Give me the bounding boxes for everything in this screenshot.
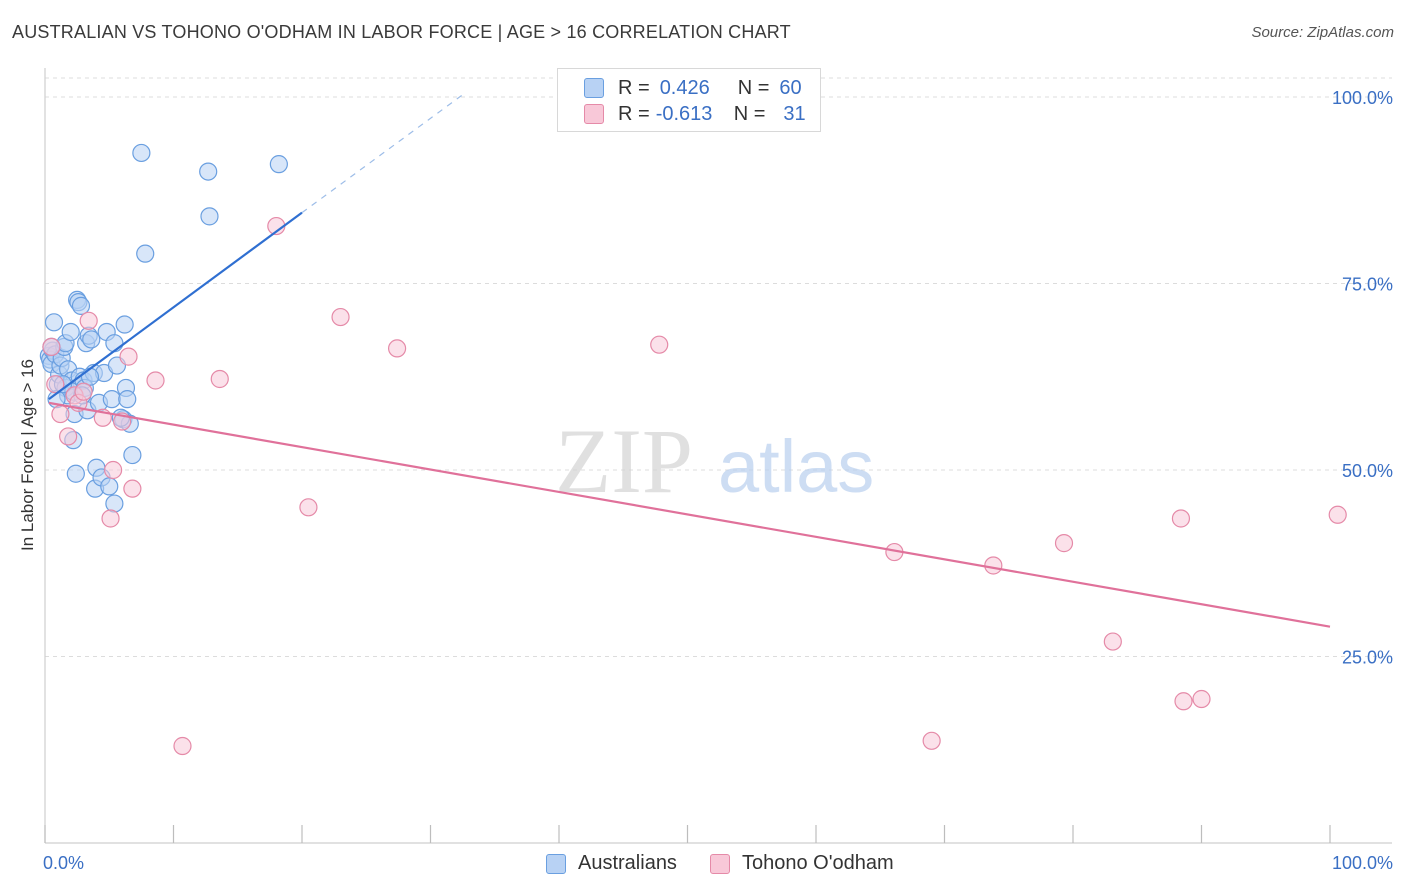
legend-row-australians: R = 0.426 N = 60	[584, 76, 802, 100]
watermark-zip: ZIP	[555, 410, 693, 512]
x-tick-label: 0.0%	[43, 853, 84, 873]
legend-n-label: N =	[733, 102, 766, 125]
australians-trend-line	[48, 211, 303, 401]
y-tick-label: 50.0%	[1342, 461, 1393, 481]
legend-r-value: -0.613	[655, 102, 713, 125]
tohono-point	[123, 479, 142, 498]
bottom-legend-australians: Australians	[546, 852, 677, 875]
australians-point	[61, 322, 80, 342]
legend-swatch-blue	[584, 78, 604, 98]
australians-point	[44, 313, 64, 332]
australians-point	[132, 143, 151, 163]
tohono-point	[331, 307, 350, 327]
australians-point	[136, 244, 155, 263]
australians-point	[105, 494, 124, 513]
australians-point	[71, 296, 91, 315]
tohono-point	[46, 375, 65, 394]
tohono-point	[74, 382, 93, 401]
tohono-point	[650, 335, 669, 354]
bottom-legend-label: Tohono O'odham	[742, 852, 894, 874]
legend-r-value: 0.426	[659, 76, 710, 99]
tohono-point	[1103, 632, 1122, 651]
tohono-point	[387, 339, 407, 358]
legend-n-value: 31	[783, 102, 806, 125]
tohono-point	[210, 369, 229, 389]
bottom-swatch-pink	[710, 853, 730, 874]
australians-point	[118, 390, 137, 409]
legend-n-value: 60	[779, 76, 802, 99]
tick-labels: 25.0% 50.0% 75.0% 100.0% 0.0% 100.0%	[43, 88, 1393, 873]
bottom-swatch-blue	[546, 853, 566, 874]
tohono-point	[1174, 692, 1193, 711]
axes	[44, 68, 1392, 844]
tohono-point	[146, 371, 165, 390]
australians-point	[115, 315, 134, 334]
australians-point	[82, 330, 101, 349]
tohono-point	[1171, 509, 1191, 528]
tohono-trend-line	[48, 401, 1331, 628]
y-axis-label: In Labor Force | Age > 16	[18, 358, 37, 552]
tohono-points	[42, 216, 1347, 756]
legend-r-label: R =	[618, 102, 650, 125]
australians-point	[199, 162, 218, 181]
tohono-point	[1192, 689, 1211, 709]
tohono-point	[101, 509, 120, 528]
tohono-point	[1054, 534, 1074, 553]
tohono-point	[79, 311, 98, 330]
tohono-point	[173, 736, 192, 756]
australians-point	[123, 445, 142, 465]
gridlines	[45, 77, 1392, 657]
source-label: Source: ZipAtlas.com	[1251, 24, 1394, 41]
bottom-legend-tohono: Tohono O'odham	[710, 852, 894, 875]
tohono-point	[42, 337, 61, 357]
tohono-point	[984, 556, 1003, 575]
x-tick-label: 100.0%	[1332, 853, 1393, 873]
tohono-point	[59, 427, 78, 446]
bottom-legend-label: Australians	[578, 852, 677, 874]
tohono-point	[104, 460, 123, 480]
y-tick-label: 100.0%	[1332, 88, 1393, 108]
tohono-point	[1328, 505, 1347, 524]
tohono-point	[119, 347, 138, 366]
trend-lines	[48, 94, 1331, 628]
watermark-atlas: atlas	[718, 425, 874, 508]
tohono-point	[922, 731, 941, 750]
y-tick-label: 25.0%	[1342, 648, 1393, 668]
australians-point	[66, 464, 85, 483]
legend-swatch-pink	[584, 104, 604, 124]
australians-trend-extension	[301, 94, 463, 214]
tohono-point	[51, 404, 70, 424]
legend-n-label: N =	[737, 76, 770, 99]
correlation-legend: R = 0.426 N = 60 R = -0.613 N = 31	[557, 68, 821, 132]
australians-points	[39, 143, 288, 513]
australians-point	[102, 390, 121, 409]
legend-r-label: R =	[618, 76, 650, 99]
australians-point	[200, 207, 219, 226]
australians-point	[269, 155, 288, 174]
tohono-point	[299, 498, 318, 517]
australians-point	[105, 334, 124, 353]
australians-point	[100, 477, 119, 496]
chart-title: AUSTRALIAN VS TOHONO O'ODHAM IN LABOR FO…	[12, 22, 791, 42]
y-tick-label: 75.0%	[1342, 275, 1393, 295]
watermark: ZIP atlas	[555, 410, 874, 512]
legend-row-tohono: R = -0.613 N = 31	[584, 102, 806, 126]
